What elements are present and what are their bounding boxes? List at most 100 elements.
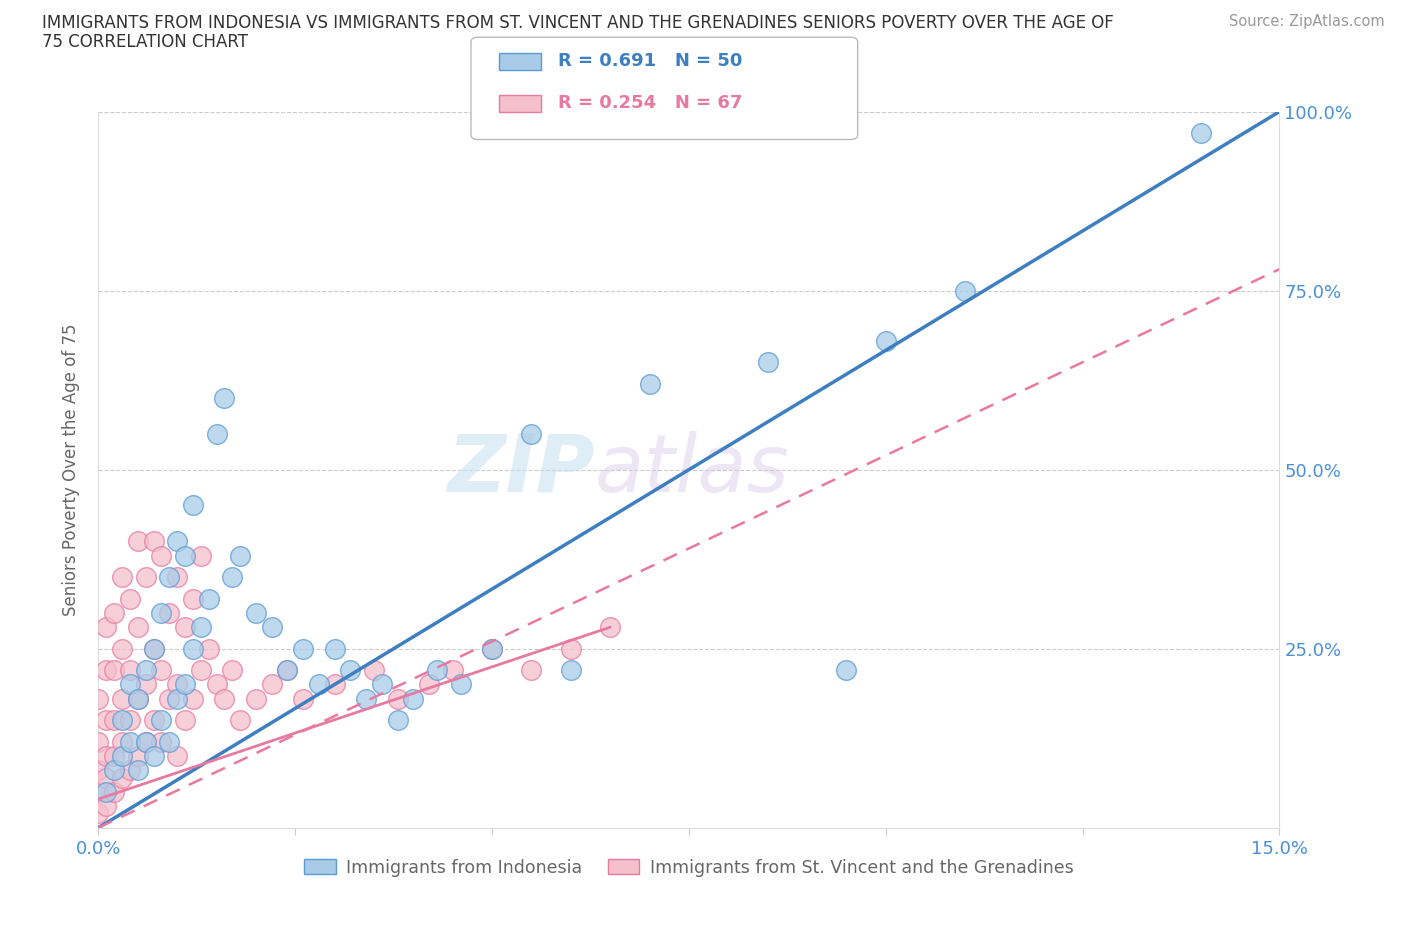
Point xyxy=(118,663,141,678)
Point xyxy=(157,569,180,585)
Point xyxy=(260,619,283,634)
Legend: Immigrants from Indonesia, Immigrants from St. Vincent and the Grenadines: Immigrants from Indonesia, Immigrants fr… xyxy=(298,852,1080,883)
Text: R = 0.691   N = 50: R = 0.691 N = 50 xyxy=(558,52,742,71)
Point xyxy=(354,691,377,706)
Point xyxy=(387,691,409,706)
Point xyxy=(150,712,173,727)
Point xyxy=(174,619,197,634)
Point xyxy=(87,763,110,777)
Point xyxy=(214,691,236,706)
Text: ZIP: ZIP xyxy=(447,431,595,509)
Point xyxy=(323,677,346,692)
Point xyxy=(166,749,188,764)
Point xyxy=(520,426,543,441)
Text: R = 0.254   N = 67: R = 0.254 N = 67 xyxy=(558,94,742,113)
Point xyxy=(197,591,219,606)
Point xyxy=(96,770,118,785)
Point xyxy=(135,663,157,678)
Point xyxy=(127,691,149,706)
Point xyxy=(181,591,204,606)
Point xyxy=(127,619,149,634)
Point xyxy=(190,619,212,634)
Point xyxy=(308,677,330,692)
Point xyxy=(157,691,180,706)
Point xyxy=(387,712,409,727)
Point xyxy=(441,663,464,678)
Point xyxy=(276,663,298,678)
Point xyxy=(142,642,165,657)
Point xyxy=(229,712,252,727)
Point xyxy=(96,712,118,727)
Point xyxy=(142,712,165,727)
Point xyxy=(111,735,134,750)
Point xyxy=(638,377,661,392)
Text: 75 CORRELATION CHART: 75 CORRELATION CHART xyxy=(42,33,249,50)
Point xyxy=(245,605,267,620)
Point xyxy=(150,735,173,750)
Y-axis label: Seniors Poverty Over the Age of 75: Seniors Poverty Over the Age of 75 xyxy=(62,324,80,616)
Point xyxy=(1189,126,1212,140)
Point xyxy=(135,569,157,585)
Point xyxy=(150,548,173,563)
Point xyxy=(118,712,141,727)
Point xyxy=(118,591,141,606)
Point xyxy=(135,735,157,750)
Point xyxy=(87,785,110,800)
Text: atlas: atlas xyxy=(595,431,789,509)
Point xyxy=(292,642,315,657)
Point xyxy=(481,642,503,657)
Text: Source: ZipAtlas.com: Source: ZipAtlas.com xyxy=(1229,14,1385,29)
Point xyxy=(127,763,149,777)
Point xyxy=(111,712,134,727)
Point xyxy=(599,619,621,634)
Point xyxy=(418,677,440,692)
Point xyxy=(166,534,188,549)
Point xyxy=(96,785,118,800)
Point xyxy=(875,333,897,348)
Point xyxy=(166,569,188,585)
Point xyxy=(520,663,543,678)
Point xyxy=(450,677,472,692)
Point xyxy=(205,426,228,441)
Point xyxy=(96,799,118,814)
Point xyxy=(214,391,236,405)
Point xyxy=(111,691,134,706)
Point xyxy=(103,785,125,800)
Point xyxy=(835,663,858,678)
Point xyxy=(96,663,118,678)
Point xyxy=(127,691,149,706)
Point xyxy=(339,663,361,678)
Point xyxy=(111,569,134,585)
Point xyxy=(174,712,197,727)
Point xyxy=(87,806,110,821)
Point xyxy=(96,619,118,634)
Point xyxy=(174,548,197,563)
Point xyxy=(190,548,212,563)
Point xyxy=(87,691,110,706)
Point xyxy=(135,735,157,750)
Point xyxy=(260,677,283,692)
Point xyxy=(229,548,252,563)
Point xyxy=(190,663,212,678)
Point xyxy=(426,663,449,678)
Point xyxy=(142,749,165,764)
Point xyxy=(166,677,188,692)
Point xyxy=(150,605,173,620)
Point xyxy=(157,735,180,750)
Point xyxy=(221,569,243,585)
Point xyxy=(181,691,204,706)
Point xyxy=(111,770,134,785)
Point xyxy=(103,605,125,620)
Point xyxy=(245,691,267,706)
Point xyxy=(127,534,149,549)
Point xyxy=(96,749,118,764)
Point xyxy=(135,677,157,692)
Point xyxy=(276,663,298,678)
Point xyxy=(371,677,394,692)
Point xyxy=(221,663,243,678)
Point xyxy=(166,691,188,706)
Point xyxy=(142,642,165,657)
Point xyxy=(181,498,204,513)
Point xyxy=(142,534,165,549)
Point xyxy=(363,663,385,678)
